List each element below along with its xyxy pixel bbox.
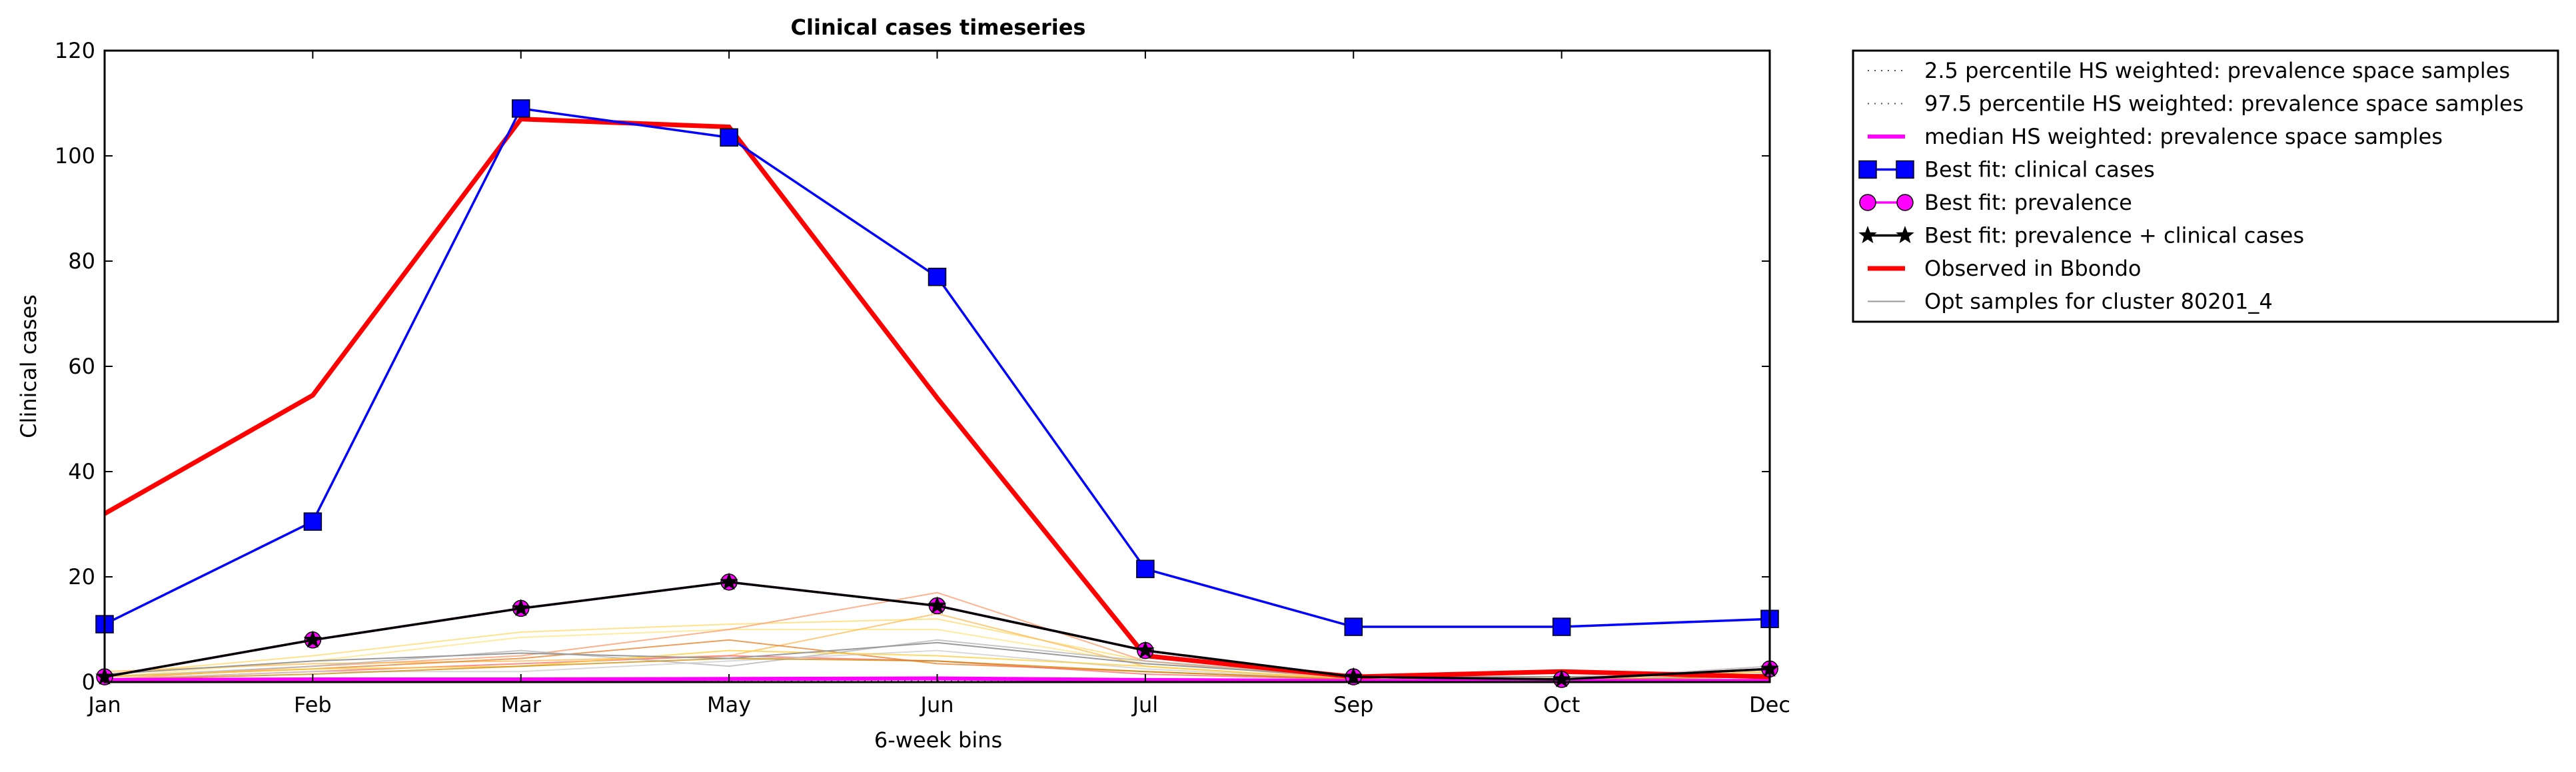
x-tick-label: Dec (1749, 692, 1790, 717)
y-tick-label: 0 (82, 669, 95, 695)
plot-frame (103, 49, 1771, 683)
legend-item-5-marker-end (1896, 194, 1914, 211)
legend-item-8: Opt samples for cluster 80201_4 (1868, 289, 2273, 314)
axes-layer: 0 20 40 60 80 100 120 Jan Feb Mar May Jun Jul Sep Oct D… (55, 38, 1790, 717)
legend-box (1852, 49, 2559, 323)
legend-item-1: 2.5 percentile HS weighted: prevalence s… (1868, 58, 2510, 83)
series-6-point-6 (1136, 641, 1155, 659)
series-6-point-2 (303, 630, 322, 648)
series-8-line (104, 641, 1770, 678)
legend-item-6-marker-start (1858, 226, 1877, 244)
series-7-line (103, 117, 1770, 679)
series-layer (95, 99, 1779, 688)
y-tick-label: 60 (68, 354, 95, 379)
series-4-point-3 (512, 99, 530, 118)
legend-item-6-marker-end (1896, 226, 1914, 244)
series-4-point-5 (928, 267, 947, 286)
x-axis-label: 6-week bins (874, 727, 1002, 753)
y-axis-label: Clinical cases (16, 294, 41, 438)
legend-item-1-label: 2.5 percentile HS weighted: prevalence s… (1924, 58, 2510, 83)
x-tick-label: Oct (1543, 692, 1580, 717)
x-tick-label: Feb (294, 692, 332, 717)
legend-item-6: Best fit: prevalence + clinical cases (1858, 223, 2304, 248)
series-4-point-8 (1552, 617, 1571, 636)
y-tick-label: 120 (55, 38, 95, 63)
legend-item-5: Best fit: prevalence (1859, 190, 2132, 215)
series-4-point-7 (1344, 617, 1363, 636)
series-6-point-4 (720, 572, 738, 590)
legend-item-2-label: 97.5 percentile HS weighted: prevalence … (1924, 91, 2523, 117)
legend-item-6-label: Best fit: prevalence + clinical cases (1924, 223, 2304, 248)
legend-item-5-label: Best fit: prevalence (1924, 190, 2132, 215)
series-6-point-3 (512, 598, 530, 617)
x-tick-label: Jul (1131, 692, 1159, 717)
x-tick-label: Sep (1333, 692, 1373, 717)
chart-title: Clinical cases timeseries (791, 15, 1086, 40)
y-tick-label: 20 (68, 564, 95, 589)
series-4-point-2 (303, 512, 322, 531)
legend-item-4-marker-end (1896, 160, 1914, 179)
x-tick-label: Jun (920, 692, 954, 717)
legend-item-4: Best fit: clinical cases (1858, 157, 2155, 183)
x-tick-label: Mar (501, 692, 542, 717)
legend-item-7-label: Observed in Bbondo (1924, 256, 2141, 281)
series-4-line (104, 107, 1770, 628)
legend-item-7: Observed in Bbondo (1868, 256, 2141, 281)
legend-item-2: 97.5 percentile HS weighted: prevalence … (1868, 91, 2523, 117)
series-4-point-6 (1136, 560, 1155, 578)
y-tick-label: 80 (68, 248, 95, 274)
legend-item-5-marker-start (1859, 194, 1876, 211)
legend-item-4-label: Best fit: clinical cases (1924, 157, 2155, 183)
series-4-point-4 (720, 128, 738, 147)
legend-item-3-label: median HS weighted: prevalence space sam… (1924, 124, 2443, 149)
legend: 2.5 percentile HS weighted: prevalence s… (1852, 49, 2559, 323)
x-tick-label: May (707, 692, 751, 717)
legend-item-3: median HS weighted: prevalence space sam… (1868, 124, 2443, 149)
y-tick-label: 100 (55, 143, 95, 169)
legend-item-8-label: Opt samples for cluster 80201_4 (1924, 289, 2273, 314)
series-6-point-5 (928, 596, 947, 614)
x-tick-label: Jan (87, 692, 121, 717)
legend-item-4-marker-start (1858, 160, 1877, 179)
y-tick-label: 40 (68, 459, 95, 484)
